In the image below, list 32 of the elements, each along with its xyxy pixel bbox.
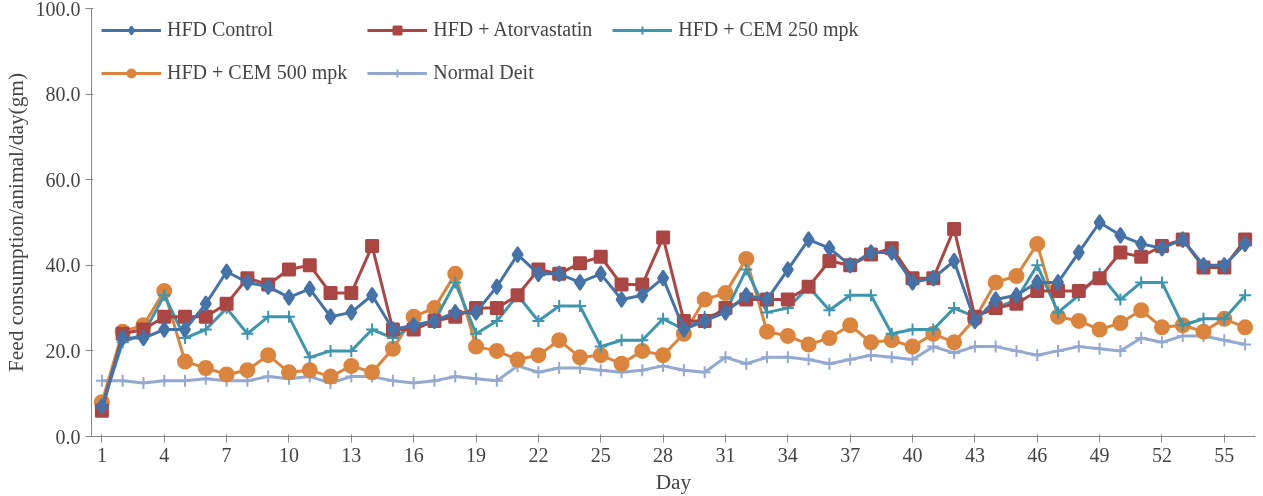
legend-label: HFD + CEM 500 mpk [167,61,348,84]
legend-label: HFD + CEM 250 mpk [678,18,859,41]
x-tick-label: 22 [528,443,549,466]
x-tick-label: 7 [221,443,232,466]
y-tick-label: 0.0 [55,425,81,448]
x-tick-label: 49 [1089,443,1110,466]
x-tick-label: 37 [840,443,861,466]
x-tick-label: 52 [1151,443,1172,466]
x-tick-label: 13 [341,443,362,466]
y-tick-label: 60.0 [45,168,81,191]
y-tick-label: 20.0 [45,339,81,362]
legend-label: HFD + Atorvastatin [433,18,593,41]
x-tick-label: 28 [653,443,674,466]
x-tick-label: 55 [1214,443,1235,466]
x-tick-label: 25 [590,443,611,466]
x-tick-label: 10 [278,443,299,466]
legend-label: Normal Deit [433,61,534,84]
legend-label: HFD Control [167,18,274,41]
x-tick-label: 31 [715,443,736,466]
y-tick-label: 80.0 [45,83,81,106]
x-axis-title: Day [655,469,692,494]
x-tick-label: 34 [777,443,798,466]
x-tick-label: 19 [466,443,487,466]
y-axis-title: Feed consumption/animal/day(gm) [3,72,28,373]
x-tick-label: 43 [964,443,985,466]
x-tick-label: 40 [902,443,923,466]
y-tick-label: 40.0 [45,254,81,277]
x-tick-label: 16 [403,443,424,466]
x-tick-label: 46 [1027,443,1048,466]
x-tick-label: 1 [96,443,107,466]
x-tick-label: 4 [159,443,170,466]
y-tick-label: 100.0 [35,0,81,20]
